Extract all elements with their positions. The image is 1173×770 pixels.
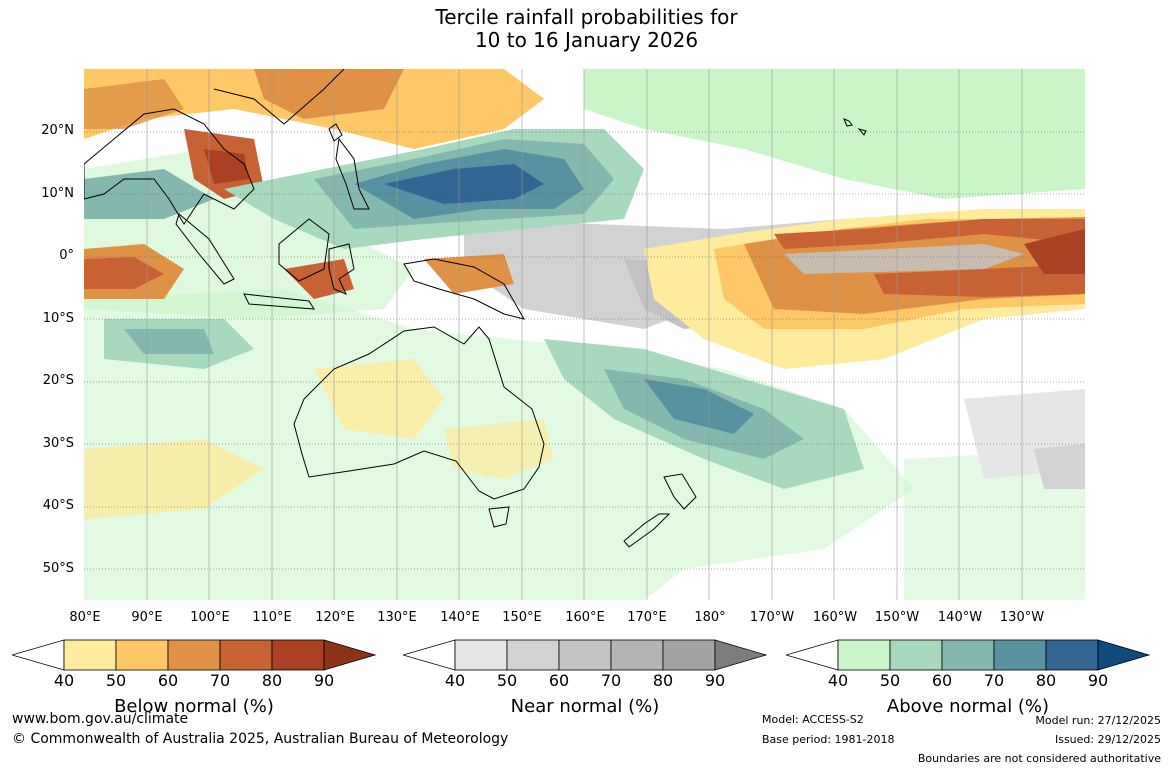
lon-label-110e: 110°E xyxy=(252,610,292,625)
below-normal-swatch-6 xyxy=(323,639,376,671)
map-canvas xyxy=(84,69,1085,600)
below-tick-90: 90 xyxy=(313,671,335,690)
asia-mainland-outline xyxy=(84,108,255,225)
below-tick-70: 70 xyxy=(209,671,231,690)
near-normal-swatch-0 xyxy=(403,639,456,671)
lon-label-150w: 150°W xyxy=(874,610,920,625)
copyright-notice: © Commonwealth of Australia 2025, Austra… xyxy=(12,731,509,747)
below-normal-swatch-0 xyxy=(12,639,65,671)
below-normal-colorbar xyxy=(12,639,376,671)
near-normal-title: Near normal (%) xyxy=(510,696,660,717)
philippines-outline xyxy=(335,137,370,210)
lat-label-0: 0° xyxy=(59,248,74,263)
near-tick-90: 90 xyxy=(704,671,726,690)
near-normal-swatch-2 xyxy=(506,639,560,671)
new-zealand-outline xyxy=(663,473,697,510)
below-normal-swatch-1 xyxy=(63,639,117,671)
borneo-outline xyxy=(278,218,330,282)
lon-label-180: 180° xyxy=(694,610,726,625)
lon-label-140e: 140°E xyxy=(440,610,480,625)
lat-label-50s: 50°S xyxy=(42,561,74,576)
below-normal-title: Below normal (%) xyxy=(114,696,274,717)
near-normal-swatch-3 xyxy=(558,639,612,671)
lon-label-80e: 80°E xyxy=(69,610,101,625)
below-tick-60: 60 xyxy=(157,671,179,690)
rainfall-probability-map xyxy=(84,69,1085,600)
below-normal-swatch-3 xyxy=(167,639,221,671)
lon-label-90e: 90°E xyxy=(131,610,163,625)
tasmania-outline xyxy=(488,506,510,528)
below-tick-80: 80 xyxy=(261,671,283,690)
lon-label-170e: 170°E xyxy=(627,610,667,625)
below-tick-40: 40 xyxy=(53,671,75,690)
near-tick-40: 40 xyxy=(444,671,466,690)
above-tick-70: 70 xyxy=(983,671,1005,690)
below-normal-swatch-5 xyxy=(271,639,325,671)
model-run-date: Model run: 27/12/2025 xyxy=(1035,714,1161,727)
base-period: Base period: 1981-2018 xyxy=(762,733,895,746)
near-tick-50: 50 xyxy=(496,671,518,690)
near-normal-swatch-6 xyxy=(714,639,767,671)
new-guinea-outline xyxy=(403,258,526,320)
above-normal-title: Above normal (%) xyxy=(886,696,1050,717)
near-normal-colorbar xyxy=(403,639,767,671)
above-normal-swatch-1 xyxy=(837,639,891,671)
issued-date: Issued: 29/12/2025 xyxy=(1054,733,1161,746)
above-tick-80: 80 xyxy=(1035,671,1057,690)
above-tick-40: 40 xyxy=(827,671,849,690)
above-normal-swatch-0 xyxy=(786,639,839,671)
near-tick-80: 80 xyxy=(652,671,674,690)
above-normal-colorbar xyxy=(786,639,1150,671)
lon-label-150e: 150°E xyxy=(502,610,542,625)
china-coast-outline xyxy=(213,69,345,125)
above-tick-90: 90 xyxy=(1087,671,1109,690)
near-normal-swatch-1 xyxy=(454,639,508,671)
above-tick-60: 60 xyxy=(931,671,953,690)
boundaries-disclaimer: Boundaries are not considered authoritat… xyxy=(917,752,1161,765)
lat-label-10n: 10°N xyxy=(41,186,74,201)
above-normal-swatch-2 xyxy=(889,639,943,671)
chart-title-line-2: 10 to 16 January 2026 xyxy=(474,28,699,52)
lat-label-40s: 40°S xyxy=(42,498,74,513)
lon-label-100e: 100°E xyxy=(190,610,230,625)
lon-label-170w: 170°W xyxy=(749,610,795,625)
near-normal-swatch-5 xyxy=(662,639,716,671)
above-normal-swatch-3 xyxy=(941,639,995,671)
near-tick-70: 70 xyxy=(600,671,622,690)
sumatra-outline xyxy=(175,213,235,285)
lon-label-160w: 160°W xyxy=(812,610,858,625)
below-normal-swatch-2 xyxy=(115,639,169,671)
java-outline xyxy=(243,293,315,310)
above-tick-50: 50 xyxy=(879,671,901,690)
new-zealand-south-outline xyxy=(623,513,671,548)
above-normal-swatch-4 xyxy=(993,639,1047,671)
lon-label-130e: 130°E xyxy=(377,610,417,625)
below-tick-50: 50 xyxy=(105,671,127,690)
above-normal-swatch-5 xyxy=(1045,639,1099,671)
lat-label-30s: 30°S xyxy=(42,436,74,451)
near-normal-swatch-4 xyxy=(610,639,664,671)
near-tick-60: 60 xyxy=(548,671,570,690)
lon-label-120e: 120°E xyxy=(315,610,355,625)
sulawesi-outline xyxy=(328,243,355,295)
website-link[interactable]: www.bom.gov.au/climate xyxy=(12,711,189,727)
lat-label-10s: 10°S xyxy=(42,311,74,326)
lat-label-20n: 20°N xyxy=(41,123,74,138)
chart-title-line-1: Tercile rainfall probabilities for xyxy=(435,5,738,29)
above-normal-swatch-6 xyxy=(1097,639,1150,671)
lon-label-140w: 140°W xyxy=(937,610,983,625)
australia-outline xyxy=(293,326,545,500)
model-name: Model: ACCESS-S2 xyxy=(762,713,864,726)
lon-label-130w: 130°W xyxy=(999,610,1045,625)
lat-label-20s: 20°S xyxy=(42,373,74,388)
lon-label-160e: 160°E xyxy=(565,610,605,625)
below-normal-swatch-4 xyxy=(219,639,273,671)
